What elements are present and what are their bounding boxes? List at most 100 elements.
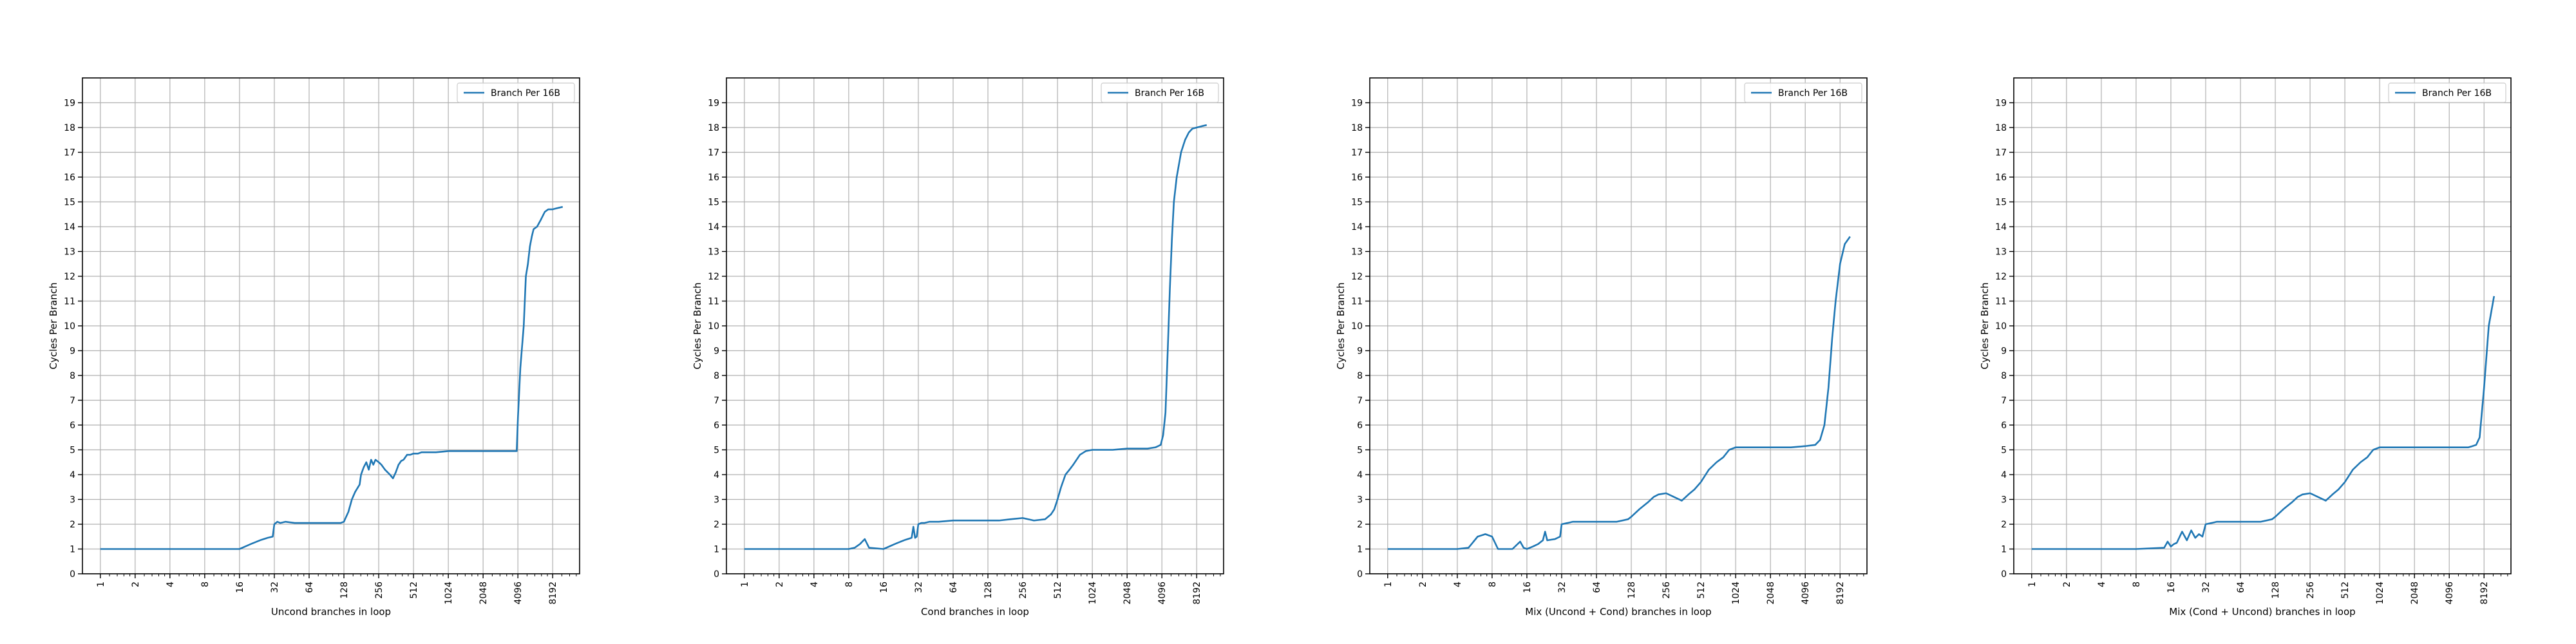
y-tick-label: 6 <box>1357 421 1363 431</box>
x-tick-label: 2048 <box>478 582 489 605</box>
x-tick-label: 8192 <box>1835 582 1846 605</box>
x-tick-label: 4 <box>2097 582 2107 587</box>
y-tick-label: 16 <box>64 173 75 183</box>
x-tick-label: 8192 <box>1192 582 1202 605</box>
legend-label: Branch Per 16B <box>2422 88 2492 99</box>
x-tick-label: 1 <box>740 582 750 587</box>
y-tick-label: 18 <box>1351 123 1363 133</box>
y-tick-label: 2 <box>2001 520 2007 530</box>
y-tick-label: 0 <box>714 569 719 580</box>
y-tick-label: 13 <box>708 247 719 258</box>
y-tick-label: 14 <box>708 222 719 232</box>
y-tick-label: 7 <box>70 396 75 406</box>
y-tick-label: 0 <box>70 569 75 580</box>
grid <box>82 78 580 574</box>
x-tick-label: 512 <box>1053 582 1063 599</box>
x-tick-label: 8192 <box>2479 582 2490 605</box>
x-tick-label: 2 <box>775 582 785 587</box>
y-tick-label: 10 <box>1351 321 1363 332</box>
y-tick-label: 4 <box>70 470 75 480</box>
y-tick-label: 4 <box>1357 470 1363 480</box>
x-tick-label: 256 <box>2306 582 2316 599</box>
x-axis-label: Uncond branches in loop <box>271 606 391 618</box>
series-line-1 <box>1387 236 1851 550</box>
y-tick-label: 13 <box>64 247 75 258</box>
x-tick-label: 8 <box>2132 582 2142 587</box>
x-tick-label: 2048 <box>1122 582 1133 605</box>
y-tick-label: 6 <box>70 421 75 431</box>
grid <box>1370 78 1867 574</box>
y-tick-label: 14 <box>1351 222 1363 232</box>
legend-label: Branch Per 16B <box>1135 88 1204 99</box>
y-tick-label: 1 <box>1357 545 1363 555</box>
y-tick-label: 11 <box>1351 297 1363 307</box>
x-tick-label: 128 <box>983 582 994 599</box>
y-tick-label: 1 <box>70 545 75 555</box>
y-tick-label: 11 <box>64 297 75 307</box>
x-tick-label: 64 <box>949 582 959 593</box>
x-tick-label: 1024 <box>444 582 454 605</box>
y-tick-label: 19 <box>708 99 719 109</box>
x-tick-label: 128 <box>339 582 350 599</box>
x-axis-label: Mix (Cond + Uncond) branches in loop <box>2169 606 2355 618</box>
x-tick-label: 8 <box>1488 582 1498 587</box>
x-tick-label: 8 <box>844 582 855 587</box>
y-tick-label: 12 <box>1351 272 1363 282</box>
y-tick-label: 6 <box>2001 421 2007 431</box>
series-line-1 <box>744 124 1208 550</box>
y-tick-label: 2 <box>1357 520 1363 530</box>
y-tick-label: 10 <box>1995 321 2007 332</box>
x-tick-label: 64 <box>305 582 315 593</box>
y-tick-label: 7 <box>714 396 719 406</box>
legend-box <box>457 82 575 103</box>
y-tick-label: 15 <box>708 198 719 208</box>
y-axis-label: Cycles Per Branch <box>1979 282 1991 369</box>
y-tick-label: 17 <box>1351 148 1363 158</box>
x-tick-label: 2 <box>131 582 141 587</box>
x-tick-label: 256 <box>1662 582 1672 599</box>
legend: Branch Per 16B <box>1744 82 1862 103</box>
x-tick-label: 2 <box>1418 582 1428 587</box>
x-tick-label: 256 <box>374 582 384 599</box>
y-tick-label: 17 <box>64 148 75 158</box>
y-tick-label: 1 <box>2001 545 2007 555</box>
x-tick-label: 32 <box>2201 582 2211 593</box>
y-tick-label: 9 <box>1357 346 1363 357</box>
y-tick-label: 13 <box>1351 247 1363 258</box>
x-tick-label: 4 <box>166 582 176 587</box>
y-tick-label: 9 <box>70 346 75 357</box>
y-tick-label: 5 <box>2001 446 2007 456</box>
y-tick-label: 10 <box>708 321 719 332</box>
legend: Branch Per 16B <box>457 82 575 103</box>
x-tick-label: 4 <box>1453 582 1463 587</box>
x-tick-label: 512 <box>409 582 419 599</box>
legend: Branch Per 16B <box>1101 82 1219 103</box>
y-tick-label: 14 <box>1995 222 2007 232</box>
y-tick-label: 11 <box>708 297 719 307</box>
y-tick-label: 19 <box>1995 99 2007 109</box>
y-tick-label: 12 <box>1995 272 2007 282</box>
y-tick-label: 5 <box>1357 446 1363 456</box>
y-axis-label: Cycles Per Branch <box>692 282 703 369</box>
x-tick-label: 256 <box>1018 582 1028 599</box>
x-tick-label: 1 <box>96 582 106 587</box>
x-tick-label: 4096 <box>1801 582 1811 605</box>
y-tick-label: 15 <box>64 198 75 208</box>
legend: Branch Per 16B <box>2388 82 2506 103</box>
legend-box <box>2388 82 2506 103</box>
x-tick-label: 512 <box>2340 582 2351 599</box>
series-line-1 <box>2031 296 2496 550</box>
legend-label: Branch Per 16B <box>491 88 560 99</box>
x-tick-label: 32 <box>270 582 280 593</box>
y-tick-label: 4 <box>714 470 719 480</box>
x-axis-label: Mix (Uncond + Cond) branches in loop <box>1525 606 1711 618</box>
x-tick-label: 16 <box>879 582 889 593</box>
x-tick-label: 2048 <box>2410 582 2420 605</box>
y-tick-label: 3 <box>1357 495 1363 506</box>
x-axis-label: Cond branches in loop <box>921 606 1029 618</box>
y-tick-label: 1 <box>714 545 719 555</box>
y-tick-label: 13 <box>1995 247 2007 258</box>
y-tick-label: 0 <box>2001 569 2007 580</box>
y-tick-label: 19 <box>64 99 75 109</box>
